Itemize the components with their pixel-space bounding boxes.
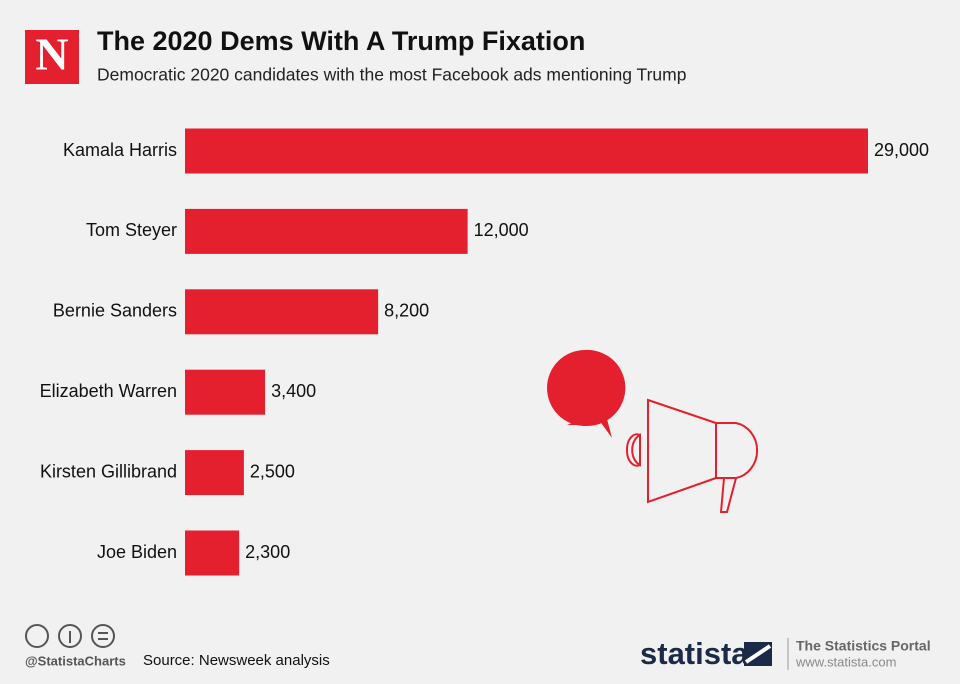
cc-icons bbox=[25, 624, 115, 648]
value-label: 8,200 bbox=[384, 301, 429, 321]
y-tick-label: Elizabeth Warren bbox=[40, 381, 177, 401]
brand: statista bbox=[640, 636, 749, 671]
bar bbox=[185, 530, 240, 576]
bar bbox=[185, 289, 379, 335]
y-tick-label: Joe Biden bbox=[97, 542, 177, 562]
value-label: 2,300 bbox=[245, 542, 290, 562]
megaphone-illustration bbox=[547, 349, 759, 513]
brand-icon-stroke bbox=[744, 644, 772, 664]
value-label: 29,000 bbox=[874, 140, 929, 160]
y-tick-label: Bernie Sanders bbox=[53, 301, 177, 321]
y-tick-label: Kirsten Gillibrand bbox=[40, 461, 177, 481]
logo: N bbox=[35, 29, 68, 80]
bar bbox=[185, 208, 468, 254]
value-label: 12,000 bbox=[474, 220, 529, 240]
value-label: 3,400 bbox=[271, 381, 316, 401]
bar bbox=[185, 128, 868, 174]
bar bbox=[185, 369, 266, 415]
logo-box bbox=[25, 30, 79, 84]
value-label: 2,500 bbox=[250, 461, 295, 481]
url: www.statista.com bbox=[795, 654, 896, 669]
source: Source: Newsweek analysis bbox=[143, 652, 330, 669]
portal: The Statistics Portal bbox=[796, 638, 931, 654]
bar bbox=[185, 450, 244, 496]
chart-subtitle: Democratic 2020 candidates with the most… bbox=[97, 65, 686, 85]
y-tick-label: Tom Steyer bbox=[86, 220, 177, 240]
chart-title: The 2020 Dems With A Trump Fixation bbox=[97, 26, 585, 56]
footer-handle: @StatistaCharts bbox=[25, 653, 126, 668]
y-tick-label: Kamala Harris bbox=[63, 140, 177, 160]
